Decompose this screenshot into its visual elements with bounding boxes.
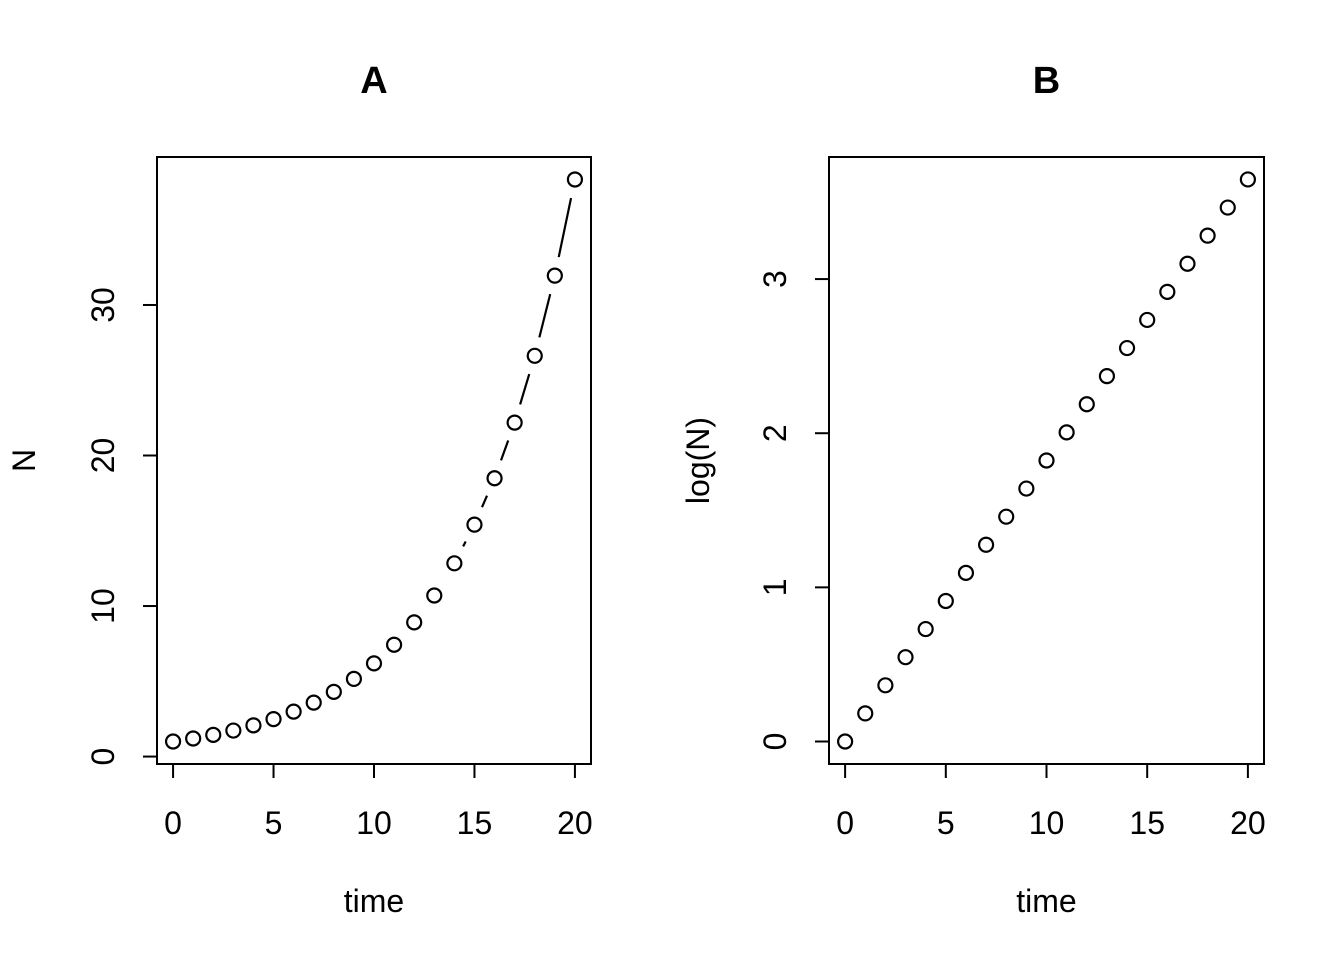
data-point	[486, 470, 503, 487]
plot-box	[156, 156, 592, 765]
x-axis-tick-label: 10	[356, 805, 392, 841]
data-point	[877, 677, 894, 694]
data-point	[1058, 424, 1075, 441]
plot-box	[828, 156, 1265, 765]
data-point	[245, 717, 262, 734]
data-point	[185, 730, 202, 747]
data-point	[506, 414, 523, 431]
data-point	[546, 267, 563, 284]
data-point	[225, 722, 242, 739]
panel-a-title: A	[360, 60, 387, 102]
y-axis-tick-label: 0	[757, 733, 793, 751]
y-axis-tick-label: 3	[757, 270, 793, 288]
data-point	[1179, 255, 1196, 272]
x-axis-tick-label: 20	[557, 805, 593, 841]
data-point	[345, 670, 363, 687]
data-point	[526, 347, 543, 364]
data-point	[265, 711, 282, 728]
data-point	[1159, 283, 1176, 300]
data-point	[1239, 171, 1256, 188]
data-point	[1038, 452, 1055, 469]
panel-a-xaxis-title: time	[344, 883, 404, 919]
data-point	[957, 564, 975, 581]
series-segment	[462, 540, 467, 547]
x-axis-tick-label: 5	[937, 805, 955, 841]
data-point	[1018, 480, 1035, 497]
data-point	[917, 620, 934, 638]
panel-a-plot-area: 0 5 10 15 20 0 10 20 30	[85, 156, 593, 841]
data-point	[406, 614, 423, 631]
data-point	[164, 733, 182, 750]
y-axis-tick-label: 20	[85, 438, 121, 474]
data-point	[385, 636, 403, 653]
y-axis-tick-label: 10	[85, 588, 121, 624]
panel-b-plot-area: 0 5 10 15 20 0 1 2 3	[757, 156, 1266, 841]
series-segment	[557, 197, 573, 258]
data-point	[446, 555, 463, 572]
series-segment	[538, 293, 552, 338]
data-point	[857, 705, 874, 722]
series-segment	[519, 373, 531, 405]
data-point	[365, 655, 383, 672]
data-point	[837, 733, 854, 750]
data-point	[285, 703, 302, 720]
data-point	[977, 536, 995, 553]
x-axis-tick-label: 0	[836, 805, 854, 841]
data-point	[426, 587, 443, 604]
data-point	[305, 694, 322, 711]
x-axis-tick-label: 5	[265, 805, 283, 841]
y-axis-tick-label: 30	[85, 287, 121, 323]
x-axis-tick-label: 15	[457, 805, 493, 841]
x-axis-tick-label: 20	[1230, 805, 1266, 841]
series-segment	[481, 495, 489, 508]
panel-b-title: B	[1033, 60, 1060, 102]
x-axis-tick-label: 0	[164, 805, 182, 841]
y-axis-tick-label: 0	[85, 748, 121, 766]
data-point	[466, 516, 483, 533]
panel-a-yaxis-title: N	[6, 449, 42, 472]
y-axis-tick-label: 1	[757, 578, 793, 596]
data-point	[325, 683, 342, 700]
panel-b-yaxis-title: log(N)	[680, 417, 716, 504]
data-point	[566, 171, 584, 188]
data-point	[998, 508, 1015, 525]
x-axis-tick-label: 10	[1029, 805, 1065, 841]
y-axis-tick-label: 2	[757, 424, 793, 442]
x-axis-tick-label: 15	[1129, 805, 1165, 841]
panel-b-xaxis-title: time	[1016, 883, 1076, 919]
data-point	[1118, 339, 1136, 357]
data-point	[1078, 396, 1095, 413]
data-point	[1219, 199, 1236, 216]
data-point	[1098, 368, 1116, 385]
data-point	[1199, 227, 1216, 244]
data-point	[937, 592, 954, 610]
data-point	[205, 726, 222, 743]
data-point	[1139, 311, 1156, 329]
data-point	[897, 649, 914, 666]
series-segment	[499, 440, 510, 461]
